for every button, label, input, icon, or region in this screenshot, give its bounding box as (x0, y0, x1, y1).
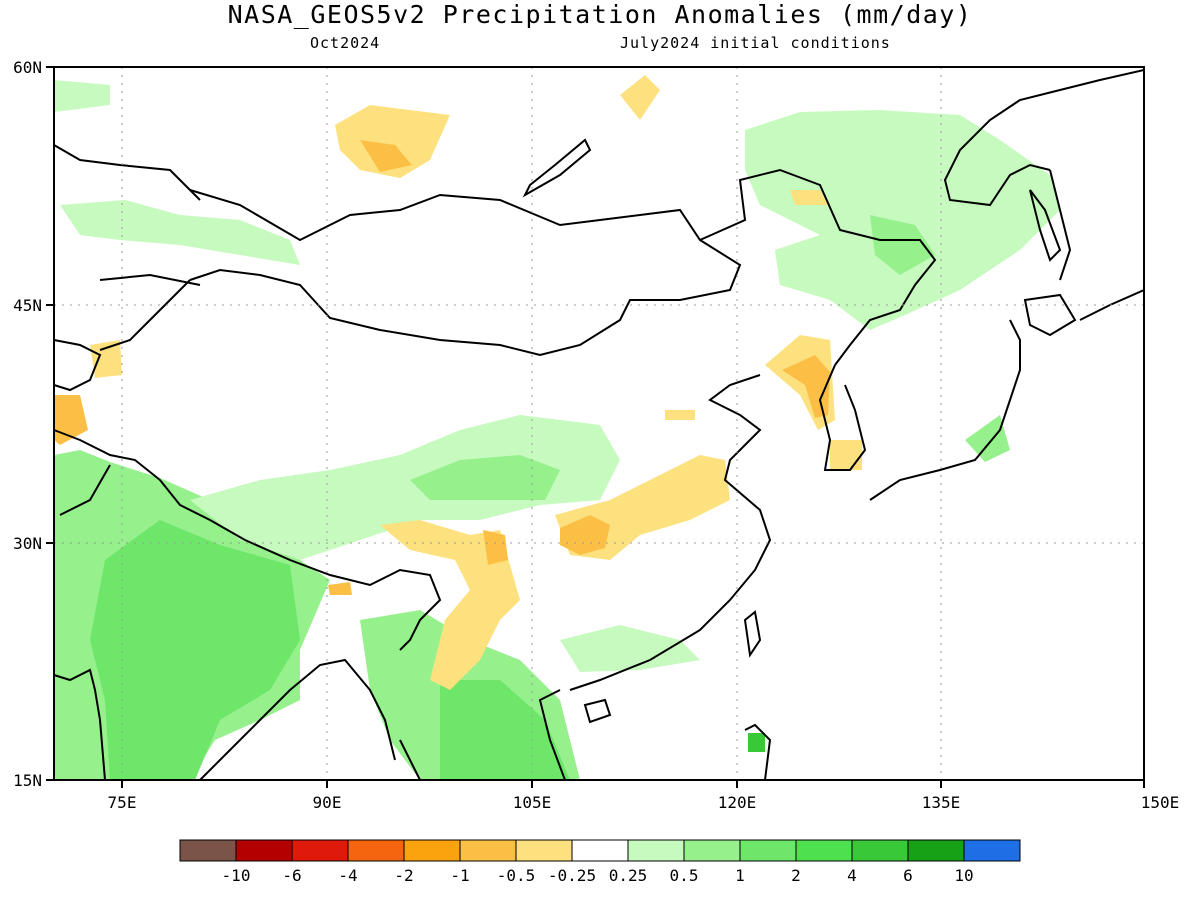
anomaly-shading (54, 75, 1060, 780)
map-panel: 75E 90E 105E 120E 135E 150E 60N 45N 30N … (13, 58, 1179, 812)
lon-tick-label: 150E (1141, 793, 1180, 812)
lat-lon-grid (54, 67, 1144, 780)
caspian-aral (53, 273, 201, 392)
lat-tick-labels: 60N 45N 30N 15N (13, 58, 42, 790)
colorbar-label: 0.25 (609, 866, 648, 885)
sichuan-dry-core (483, 530, 508, 565)
lon-tick-labels: 75E 90E 105E 120E 135E 150E (108, 793, 1180, 812)
colorbar-swatch (739, 839, 797, 862)
lake-baikal (522, 138, 592, 198)
lat-tick-label: 15N (13, 771, 42, 790)
colorbar-label: 4 (847, 866, 857, 885)
india-west-coast (53, 668, 106, 781)
japan-positive-anomaly (965, 415, 1010, 462)
northeast-moderate-anomaly (870, 215, 935, 275)
amur-dry-anomaly (790, 190, 828, 205)
japan-honshu (869, 319, 1021, 501)
lat-tick-label: 45N (13, 296, 42, 315)
tibet-positive-anomaly (190, 415, 620, 560)
lon-tick-label: 90E (313, 793, 342, 812)
kazakh-dry-anomaly (90, 340, 122, 378)
colorbar-swatch (963, 839, 1021, 862)
lon-tick-label: 105E (513, 793, 552, 812)
colorbar-swatch (291, 839, 349, 862)
colorbar-label: -0.25 (548, 866, 596, 885)
map-frame (53, 66, 1145, 781)
colorbar-label: 1 (735, 866, 745, 885)
lon-tick-label: 135E (922, 793, 961, 812)
colorbar-swatch (851, 839, 909, 862)
colorbar-label: 2 (791, 866, 801, 885)
colorbar-swatch (403, 839, 461, 862)
russia-pacific-coast (943, 69, 1145, 207)
axis-ticks (46, 66, 1145, 788)
colorbar-swatch (683, 839, 741, 862)
colorbar-swatch (571, 839, 629, 862)
colorbar-label: -4 (338, 866, 357, 885)
colorbar-label: -0.5 (497, 866, 536, 885)
colorbar: -10 -6 -4 -2 -1 -0.5 -0.25 0.25 0.5 1 2 4 6 10 (179, 839, 1021, 885)
hainan-island (583, 698, 612, 724)
siberia-north-anomaly (54, 80, 110, 112)
indochina-strong-anomaly (440, 680, 570, 780)
map-title: NASA_GEOS5v2 Precipitation Anomalies (mm… (227, 0, 973, 29)
korea-peninsula (818, 364, 867, 471)
mongolia-dry-core (360, 140, 412, 172)
indochina-coast (399, 689, 566, 781)
colorbar-swatch (627, 839, 685, 862)
south-china-positive-anomaly (560, 625, 700, 672)
siberia-west-anomaly (60, 200, 300, 265)
lon-tick-label: 75E (108, 793, 137, 812)
russia-kazakh-border (53, 144, 201, 351)
colorbar-label: -1 (450, 866, 469, 885)
korea-dry-anomaly (830, 440, 862, 470)
yakutia-dry-anomaly (620, 75, 660, 120)
liaoning-dry-core (782, 355, 830, 418)
china-east-coastline (569, 374, 772, 691)
initial-conditions: July2024 initial conditions (620, 34, 891, 52)
colorbar-label: 6 (903, 866, 913, 885)
sichuan-dry-anomaly (380, 520, 520, 690)
colorbar-swatch (515, 839, 573, 862)
lat-tick-label: 30N (13, 534, 42, 553)
colorbar-swatch (235, 839, 293, 862)
pakistan-afghanistan-border (53, 429, 161, 516)
colorbar-label: -10 (222, 866, 251, 885)
lon-tick-label: 120E (718, 793, 757, 812)
mongolia-dry-anomaly (335, 105, 450, 178)
china-mongolia-border (189, 189, 742, 357)
forecast-month: Oct2024 (310, 34, 381, 52)
colorbar-swatch (907, 839, 965, 862)
colorbar-swatch (795, 839, 853, 862)
colorbar-swatch (459, 839, 517, 862)
sakhalin-island (1029, 189, 1062, 262)
colorbar-swatch (347, 839, 405, 862)
colorbar-label: -6 (282, 866, 301, 885)
india-himalaya-border (159, 479, 442, 651)
coastlines-and-borders (53, 69, 1145, 781)
india-strong-anomaly (90, 520, 300, 780)
taiwan-positive-anomaly (748, 733, 765, 752)
bay-of-bengal-coast (199, 658, 396, 781)
northeast-china-border (699, 168, 937, 366)
northeast-positive-anomaly (745, 110, 1060, 330)
colorbar-label: 10 (954, 866, 973, 885)
lat-tick-label: 60N (13, 58, 42, 77)
himalaya-dry-anomaly (328, 582, 352, 595)
colorbar-label: 0.5 (670, 866, 699, 885)
colorbar-label: -2 (394, 866, 413, 885)
colorbar-swatch (179, 839, 237, 862)
east-china-dry-core (560, 515, 610, 555)
taiwan-island (743, 610, 762, 658)
central-china-anomaly (410, 455, 560, 500)
japan-hokkaido (1023, 293, 1077, 337)
okhotsk-coast (1049, 169, 1072, 281)
qinghai-dry-anomaly (665, 410, 695, 420)
